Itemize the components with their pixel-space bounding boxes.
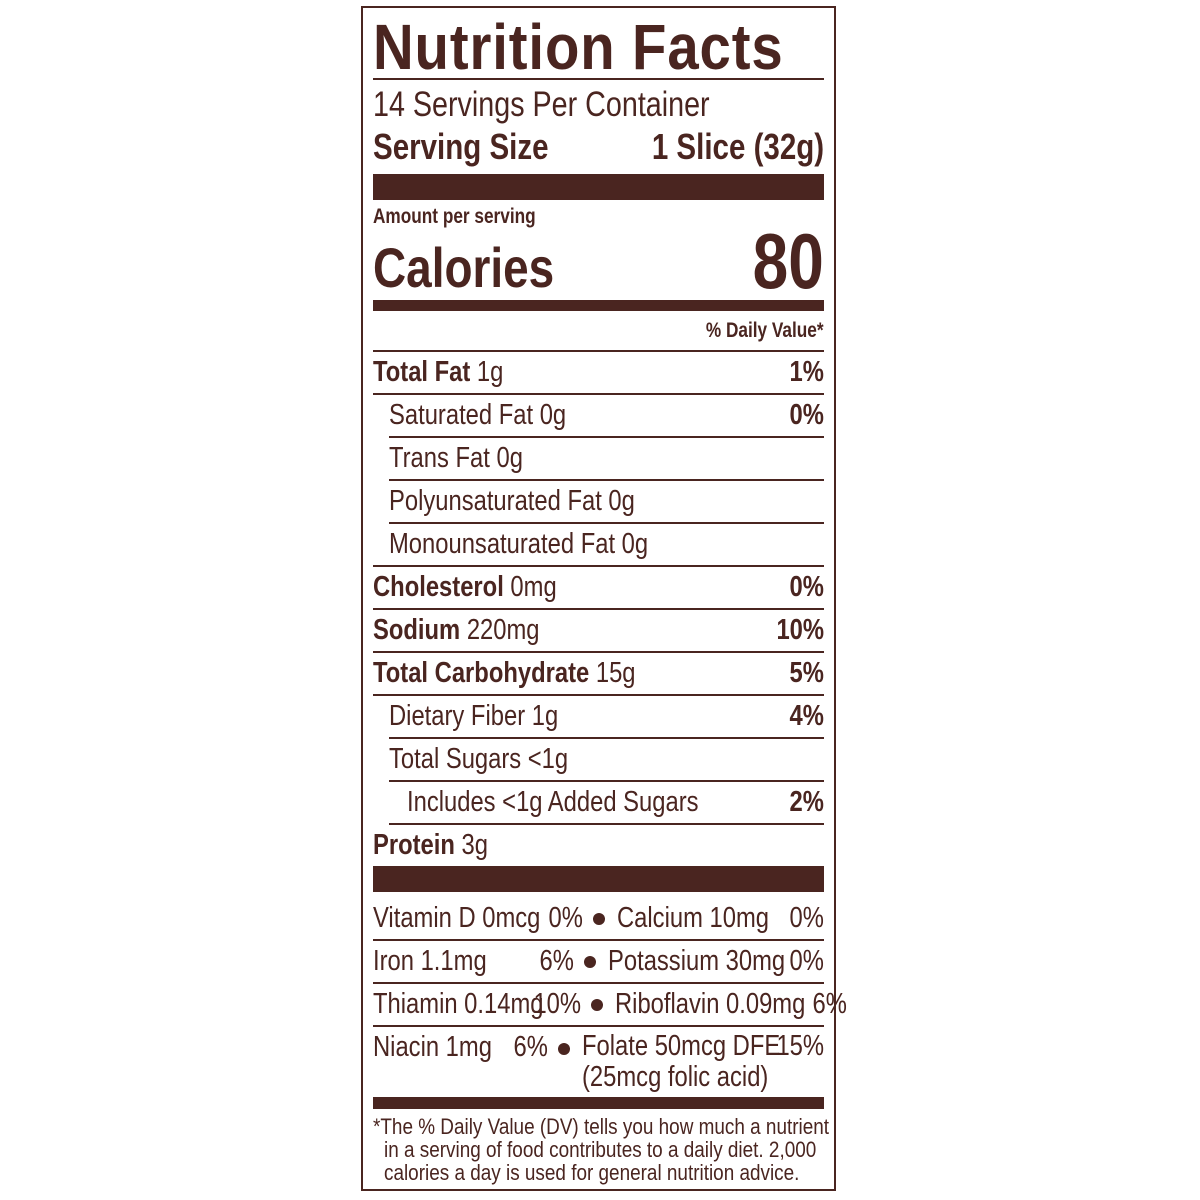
- label-text: Total Sugars <1g: [389, 743, 569, 775]
- label-text: 15g: [595, 657, 636, 689]
- label-text: Folate 50mcg DFE: [582, 1030, 781, 1062]
- label-text: in a serving of food contributes to a da…: [384, 1137, 817, 1162]
- thick-divider: [373, 174, 824, 200]
- label-text: 0%: [789, 945, 824, 977]
- nutrition-facts-label: Nutrition Facts 14 Servings Per Containe…: [361, 6, 847, 1191]
- bullet-icon: [584, 955, 596, 968]
- label-text: Dietary Fiber 1g: [389, 700, 559, 732]
- label-text: Total Carbohydrate: [373, 657, 590, 689]
- label-text: 6%: [539, 945, 574, 977]
- label-text: 5%: [789, 657, 824, 689]
- nutrient-row-dietary-fiber: Dietary Fiber 1g 4%: [389, 696, 824, 739]
- nutrient-row-total-carbohydrate: Total Carbohydrate 15g 5%: [373, 653, 824, 696]
- label-text: Monounsaturated Fat 0g: [389, 528, 649, 560]
- amount-per-serving: Amount per serving: [373, 200, 824, 228]
- label-text: Serving Size: [373, 126, 549, 167]
- label-text: Vitamin D 0mcg: [373, 902, 541, 934]
- label-text: Trans Fat 0g: [389, 442, 523, 474]
- label-text: Riboflavin 0.09mg: [614, 988, 806, 1020]
- vitamin-row: Vitamin D 0mcg 0% Calcium 10mg 0%: [373, 898, 824, 941]
- nutrient-row-sodium: Sodium 220mg 10%: [373, 610, 824, 653]
- label-text: 6%: [513, 1031, 549, 1063]
- bullet-icon: [593, 912, 605, 925]
- label-text: 6%: [812, 988, 848, 1020]
- label-text: Polyunsaturated Fat 0g: [389, 485, 635, 517]
- nutrient-row-cholesterol: Cholesterol 0mg 0%: [373, 567, 824, 610]
- servings-per-container: 14 Servings Per Container: [373, 80, 824, 126]
- label-text: 0%: [789, 399, 824, 431]
- label-text: 1%: [789, 356, 824, 388]
- label-text: 1 Slice (32g): [651, 126, 824, 167]
- nutrient-row-monounsaturated-fat: Monounsaturated Fat 0g: [373, 524, 824, 567]
- nutrient-row-total-sugars: Total Sugars <1g: [389, 739, 824, 782]
- serving-size: Serving Size 1 Slice (32g): [373, 126, 824, 174]
- label-text: Amount per serving: [373, 205, 536, 228]
- label-text: 15%: [776, 1030, 824, 1062]
- label-text: calories a day is used for general nutri…: [384, 1160, 800, 1185]
- label-text: Protein: [373, 829, 455, 861]
- label-text: 10%: [776, 614, 824, 646]
- label-text: 4%: [789, 700, 824, 732]
- nutrient-row-total-fat: Total Fat 1g 1%: [373, 352, 824, 395]
- label-text: 220mg: [466, 614, 540, 646]
- bullet-icon: [558, 1043, 571, 1055]
- label-text: Potassium 30mg: [608, 945, 786, 977]
- footnote: *The % Daily Value (DV) tells you how mu…: [373, 1109, 829, 1185]
- medium-divider: [373, 300, 824, 311]
- label-text: Cholesterol: [373, 571, 504, 603]
- label-text: 0%: [789, 902, 824, 934]
- thick-divider: [373, 866, 824, 892]
- nutrient-row-trans-fat: Trans Fat 0g: [389, 438, 824, 481]
- label-text: 3g: [461, 829, 488, 861]
- label-text: Includes <1g Added Sugars: [407, 786, 699, 818]
- vitamin-row: Iron 1.1mg 6% Potassium 30mg 0%: [373, 941, 824, 984]
- label-text: 0%: [548, 902, 583, 934]
- label-text: 2%: [789, 786, 824, 818]
- label-text: 1g: [476, 356, 504, 388]
- label-text: 10%: [533, 988, 581, 1020]
- divider: [373, 78, 824, 80]
- label-text: Total Fat: [373, 356, 471, 388]
- label-text: Niacin 1mg: [373, 1031, 492, 1063]
- nutrient-row-protein: Protein 3g: [373, 825, 824, 866]
- nutrient-row-saturated-fat: Saturated Fat 0g 0%: [389, 395, 824, 438]
- label-text: 80: [752, 217, 824, 305]
- label-text: Thiamin 0.14mg: [373, 988, 544, 1020]
- label-text: Sodium: [373, 614, 461, 646]
- label-text: 14 Servings Per Container: [373, 85, 710, 124]
- vitamin-row: Thiamin 0.14mg 10% Riboflavin 0.09mg 6%: [373, 984, 847, 1027]
- label-text: % Daily Value*: [706, 319, 824, 342]
- label-text: 0mg: [510, 571, 557, 603]
- label-text: 0%: [789, 571, 824, 603]
- label-text: (25mcg folic acid): [582, 1061, 769, 1093]
- vitamin-row: Niacin 1mg 6% Folate 50mcg DFE 15% (25mcg…: [373, 1027, 824, 1097]
- label-text: Calories: [373, 236, 555, 299]
- calories-row: Calories 80: [373, 222, 824, 300]
- label-text: *The % Daily Value (DV) tells you how mu…: [373, 1114, 830, 1139]
- medium-divider: [373, 1097, 824, 1109]
- bullet-icon: [590, 998, 603, 1011]
- nutrient-row-added-sugars: Includes <1g Added Sugars 2%: [389, 782, 824, 825]
- label-title: Nutrition Facts: [373, 8, 824, 83]
- label-text: Iron 1.1mg: [373, 945, 487, 977]
- label-text: Saturated Fat 0g: [389, 399, 567, 431]
- label-text: Calcium 10mg: [617, 902, 769, 934]
- nutrient-row-polyunsaturated-fat: Polyunsaturated Fat 0g: [389, 481, 824, 524]
- daily-value-header: % Daily Value*: [373, 311, 824, 352]
- label-text: Nutrition Facts: [373, 11, 784, 83]
